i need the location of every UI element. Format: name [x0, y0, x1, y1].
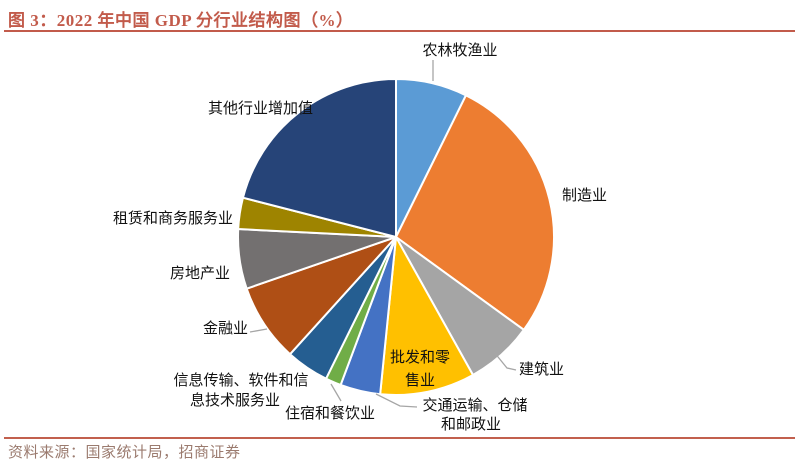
pie-slice-manufacturing [395, 94, 555, 331]
footer-divider [4, 437, 795, 439]
slice-label-wholesale-retail-line1: 批发和零 [390, 349, 450, 366]
slice-label-manufacturing: 制造业 [562, 187, 607, 204]
slice-label-construction: 建筑业 [519, 361, 564, 378]
slice-label-transport-storage-postal-line2: 和邮政业 [441, 416, 501, 433]
leader-line-finance [249, 328, 268, 333]
slice-label-info-software-it-services-line2: 息技术服务业 [190, 392, 280, 409]
slice-label-accommodation-catering: 住宿和餐饮业 [285, 405, 375, 422]
source-note: 资料来源：国家统计局，招商证券 [8, 445, 241, 461]
pie-slice-other-industries [241, 78, 397, 238]
slice-label-real-estate: 房地产业 [170, 265, 230, 282]
slice-label-agriculture: 农林牧渔业 [422, 42, 497, 59]
title-divider [4, 30, 795, 32]
leader-line-transport-storage-postal [375, 393, 418, 408]
slice-label-finance: 金融业 [203, 320, 248, 337]
slice-label-wholesale-retail-line2: 售业 [405, 372, 435, 389]
pie-slice-wholesale-retail [379, 236, 474, 396]
slice-label-transport-storage-postal-line1: 交通运输、仓储 [422, 396, 527, 414]
slice-label-other-industries: 其他行业增加值 [208, 100, 313, 117]
slice-label-info-software-it-services-line1: 信息传输、软件和信 [173, 372, 308, 389]
leader-line-construction [493, 351, 517, 371]
leader-line-accommodation-catering [330, 383, 342, 402]
figure-title: 图 3：2022 年中国 GDP 分行业结构图（%） [8, 11, 354, 30]
slice-label-leasing-business-services: 租赁和商务服务业 [113, 210, 233, 227]
